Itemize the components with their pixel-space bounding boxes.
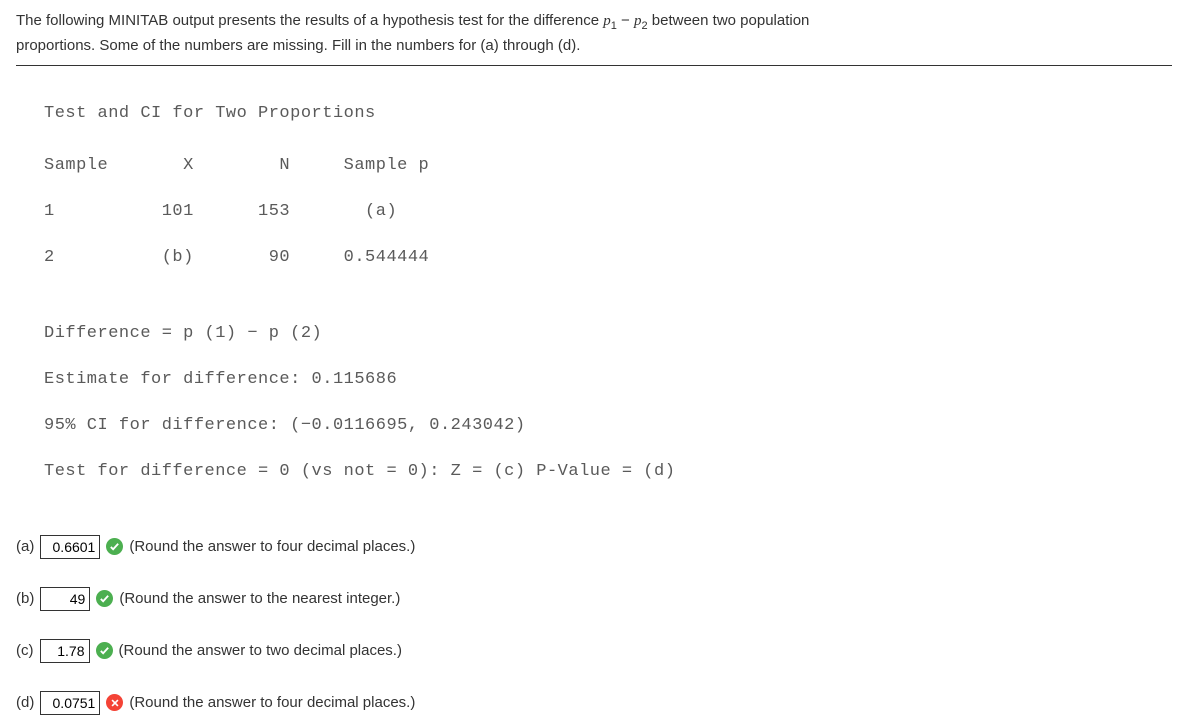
intro-text-2: between two population [648,12,810,29]
minitab-header: Sample X N Sample p [44,155,1172,178]
intro-text-3: proportions. Some of the numbers are mis… [16,37,580,54]
minitab-row-1: 1 101 153 (a) [44,201,1172,224]
check-icon [96,642,113,659]
check-icon [106,538,123,555]
answer-row-d: (d) (Round the answer to four decimal pl… [16,691,1172,715]
check-icon [96,590,113,607]
answer-input-b[interactable] [40,587,90,611]
minus-sign: − [617,12,634,29]
answer-hint-b: (Round the answer to the nearest integer… [119,590,400,607]
answer-hint-a: (Round the answer to four decimal places… [129,538,415,555]
answer-label-b: (b) [16,590,34,607]
minitab-row-2: 2 (b) 90 0.544444 [44,247,1172,270]
question-intro: The following MINITAB output presents th… [16,10,1172,57]
cross-icon [106,694,123,711]
minitab-title: Test and CI for Two Proportions [44,103,1172,126]
divider [16,65,1172,66]
answer-hint-c: (Round the answer to two decimal places.… [119,642,402,659]
minitab-diff-3: 95% CI for difference: (−0.0116695, 0.24… [44,415,1172,438]
minitab-diff-4: Test for difference = 0 (vs not = 0): Z … [44,461,1172,484]
intro-text-1: The following MINITAB output presents th… [16,12,603,29]
minitab-diff-1: Difference = p (1) − p (2) [44,323,1172,346]
answer-hint-d: (Round the answer to four decimal places… [129,694,415,711]
answer-input-a[interactable] [40,535,100,559]
answer-label-c: (c) [16,642,34,659]
answer-label-d: (d) [16,694,34,711]
var-p1: p [603,13,611,29]
answer-label-a: (a) [16,538,34,555]
answer-row-a: (a) (Round the answer to four decimal pl… [16,535,1172,559]
minitab-diff-2: Estimate for difference: 0.115686 [44,369,1172,392]
answer-row-b: (b) (Round the answer to the nearest int… [16,587,1172,611]
answer-input-c[interactable] [40,639,90,663]
spacer [44,292,1172,300]
minitab-output: Test and CI for Two Proportions Sample X… [44,80,1172,507]
answer-row-c: (c) (Round the answer to two decimal pla… [16,639,1172,663]
answer-input-d[interactable] [40,691,100,715]
